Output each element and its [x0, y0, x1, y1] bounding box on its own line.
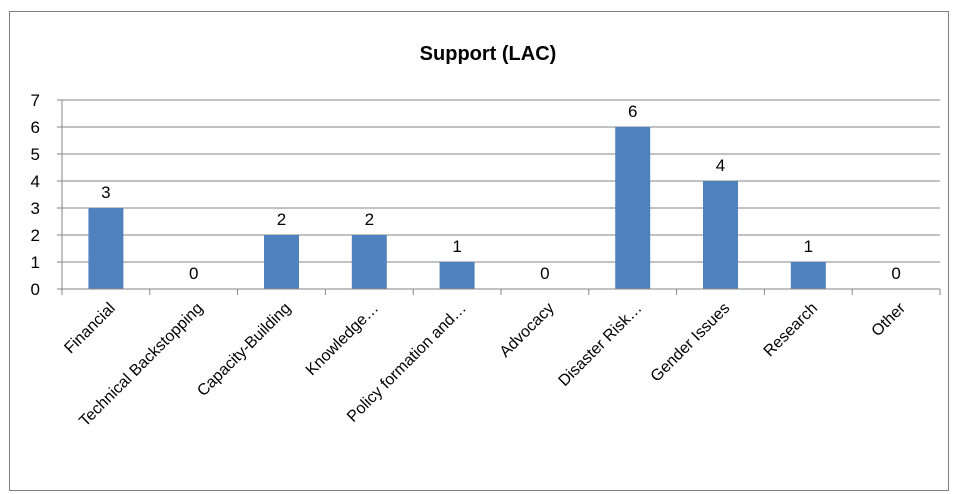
category-label: Knowledge… [303, 300, 382, 379]
y-tick-label: 7 [31, 91, 40, 110]
y-axis: 0 1 2 3 4 5 6 7 [31, 91, 63, 299]
data-label: 3 [101, 183, 110, 202]
data-label: 2 [365, 210, 374, 229]
data-label: 0 [891, 264, 900, 283]
y-tick-label: 3 [31, 199, 40, 218]
category-label: Other [869, 299, 910, 340]
category-label: Advocacy [497, 300, 558, 361]
y-tick-label: 2 [31, 226, 40, 245]
data-label: 4 [716, 156, 725, 175]
bar [351, 235, 387, 289]
category-label: Capacity-Building [194, 300, 294, 400]
y-tick-label: 1 [31, 253, 40, 272]
data-label: 0 [540, 264, 549, 283]
data-label: 6 [628, 102, 637, 121]
data-label: 2 [277, 210, 286, 229]
bar [439, 262, 475, 289]
bar [88, 208, 124, 289]
category-label: Financial [61, 300, 118, 357]
bar [615, 127, 651, 289]
y-tick-label: 5 [31, 145, 40, 164]
category-label: Research [761, 300, 821, 360]
category-label: Disaster Risk… [556, 300, 646, 390]
data-label: 1 [452, 237, 461, 256]
chart-title: Support (LAC) [420, 43, 557, 65]
bar [264, 235, 299, 289]
data-labels: 3 0 2 2 1 0 6 4 1 0 [101, 102, 901, 283]
data-label: 0 [189, 264, 198, 283]
y-tick-label: 6 [31, 118, 40, 137]
bar [703, 181, 738, 289]
y-tick-label: 0 [31, 280, 40, 299]
bar [790, 262, 826, 289]
data-label: 1 [804, 237, 813, 256]
y-tick-label: 4 [31, 172, 40, 191]
category-label: Gender Issues [648, 300, 734, 386]
bars [88, 127, 826, 289]
chart-frame [9, 11, 949, 491]
